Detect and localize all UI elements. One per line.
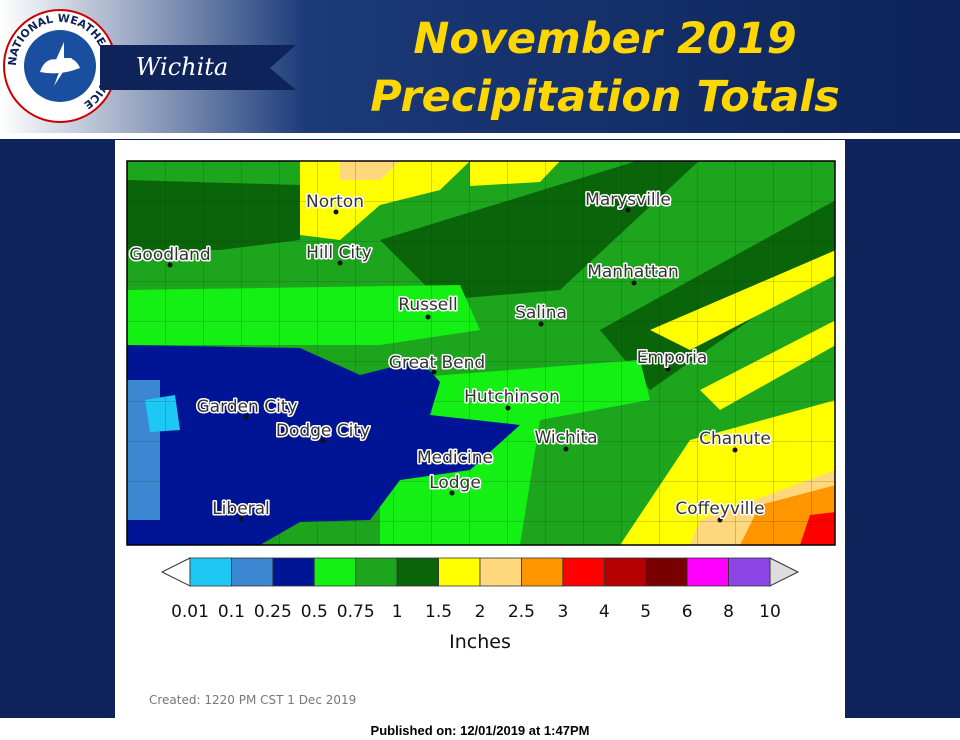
legend-label: 0.5 [301, 602, 328, 622]
map-border [126, 160, 836, 546]
city-labels: Norton Marysville Goodland Hill City Manhatt… [128, 189, 772, 523]
city-dot [449, 490, 455, 496]
legend-label: 10 [759, 602, 781, 622]
city-label: Russell [398, 295, 457, 315]
legend-box [313, 557, 357, 587]
city-label: Medicine [417, 448, 493, 468]
published-text: Published on: 12/01/2019 at 1:47PM [371, 723, 590, 738]
city-dot [631, 280, 637, 286]
city-label: Coffeyville [675, 499, 764, 519]
legend-box [479, 557, 522, 587]
city-label: Garden City [196, 397, 297, 417]
legend: 0.01 0.1 0.25 0.5 0.75 1 1.5 2 2.5 3 4 5 6 8 10 [160, 557, 800, 622]
legend-label: 0.75 [337, 602, 375, 622]
legend-box [438, 557, 481, 587]
legend-label: 6 [682, 602, 693, 622]
legend-label: 5 [640, 602, 651, 622]
legend-label: 2 [475, 602, 486, 622]
city-dot [732, 447, 738, 453]
city-dot [425, 314, 431, 320]
city-label: Marysville [585, 190, 671, 210]
footer-band [0, 718, 960, 740]
precip-map [127, 161, 835, 545]
logo: NATIONAL WEATHER SERVICE [3, 9, 117, 123]
legend-box [603, 557, 647, 587]
legend-box [728, 557, 771, 587]
city-dot [243, 414, 249, 420]
city-dot [431, 369, 437, 375]
legend-label: 8 [723, 602, 734, 622]
legend-box [231, 557, 274, 587]
created-text: Created: 1220 PM CST 1 Dec 2019 [149, 693, 356, 707]
city-label: Manhattan [587, 262, 679, 282]
legend-label: 0.01 [171, 602, 209, 622]
legend-box [355, 557, 398, 587]
legend-box [396, 557, 439, 587]
legend-box [272, 557, 315, 587]
city-label: Salina [515, 303, 567, 323]
city-dot [717, 517, 723, 523]
city-label: Dodge City [276, 421, 370, 441]
city-dot [167, 262, 173, 268]
legend-units: Inches [449, 631, 511, 653]
legend-label: 0.25 [254, 602, 292, 622]
city-label: Chanute [699, 429, 771, 449]
legend-box [645, 557, 688, 587]
legend-label: 0.1 [218, 602, 245, 622]
city-dot [538, 321, 544, 327]
legend-label: 3 [557, 602, 568, 622]
city-label: Norton [306, 192, 364, 212]
legend-box [189, 557, 232, 587]
city-dot [333, 209, 339, 215]
header-rule [0, 133, 960, 139]
legend-box [686, 557, 729, 587]
legend-box [521, 557, 564, 587]
city-label: Emporia [637, 348, 708, 368]
city-dot [337, 260, 343, 266]
office-banner [100, 45, 296, 90]
city-label: Goodland [129, 245, 210, 265]
city-label: Hill City [306, 243, 372, 263]
city-dot [505, 405, 511, 411]
city-label: Hutchinson [464, 387, 560, 407]
title-line: Precipitation Totals [370, 72, 840, 122]
city-dot [320, 438, 326, 444]
legend-label: 1 [392, 602, 403, 622]
legend-label: 2.5 [508, 602, 535, 622]
title-line: November 2019 [413, 14, 796, 64]
office-name: Wichita [136, 53, 228, 81]
legend-box [562, 557, 605, 587]
city-dot [563, 446, 569, 452]
city-label: Lodge [429, 473, 481, 493]
city-dot [665, 366, 671, 372]
city-dot [238, 516, 244, 522]
legend-label: 4 [599, 602, 610, 622]
city-label: Great Bend [389, 353, 485, 373]
legend-label: 1.5 [425, 602, 452, 622]
city-label: Liberal [212, 499, 270, 519]
city-label: Wichita [534, 428, 597, 448]
city-dot [625, 207, 631, 213]
